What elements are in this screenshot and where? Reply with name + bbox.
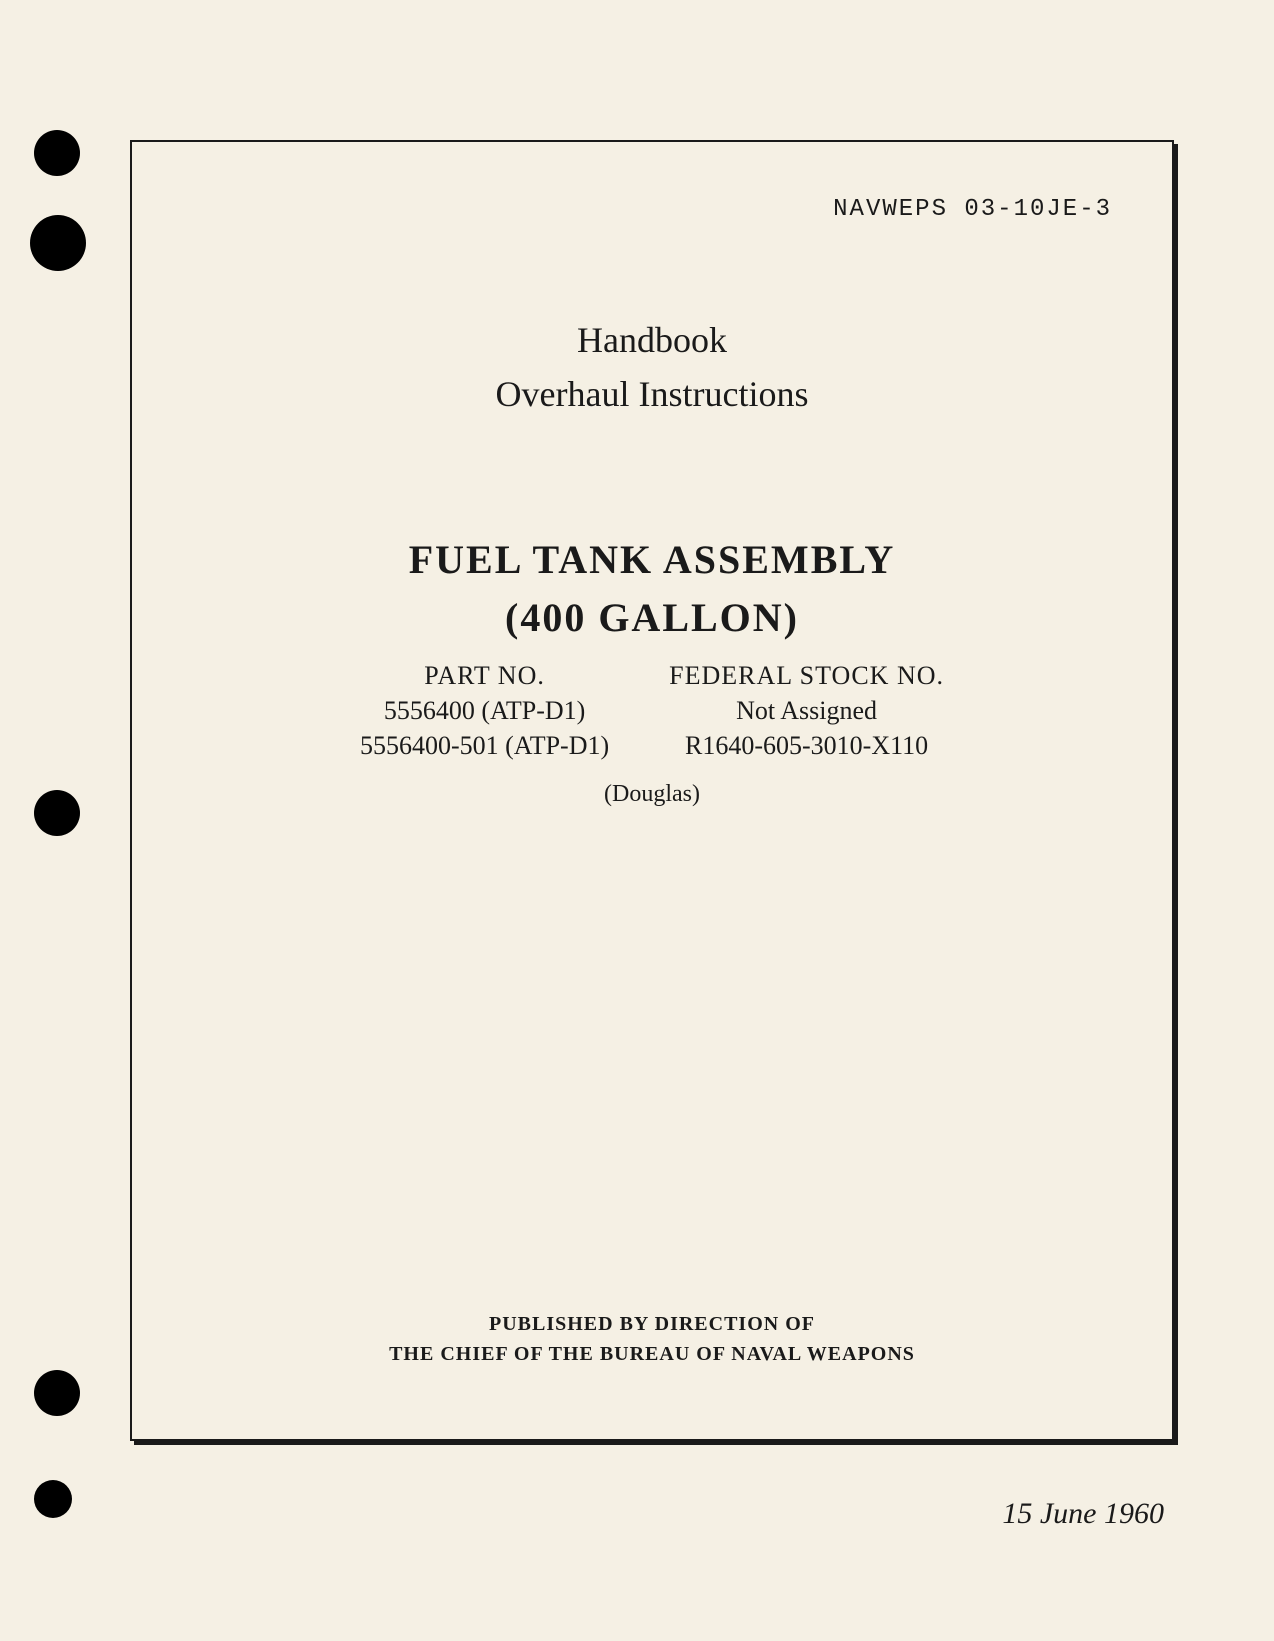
manufacturer: (Douglas) (192, 781, 1112, 808)
publication-date: 15 June 1960 (1002, 1497, 1164, 1531)
punch-hole (34, 1480, 72, 1518)
heading-line-1: Handbook (192, 313, 1112, 367)
part-no-head: PART NO. (360, 661, 609, 691)
heading-block: Handbook Overhaul Instructions (192, 313, 1112, 421)
punch-hole (30, 215, 86, 271)
stock-no-line: R1640-605-3010-X110 (669, 728, 944, 763)
title-block: FUEL TANK ASSEMBLY (400 GALLON) PART NO.… (192, 531, 1112, 808)
part-columns: PART NO. 5556400 (ATP-D1) 5556400-501 (A… (192, 661, 1112, 763)
content-frame: NAVWEPS 03-10JE-3 Handbook Overhaul Inst… (130, 140, 1174, 1441)
heading-line-2: Overhaul Instructions (192, 367, 1112, 421)
punch-hole (34, 790, 80, 836)
punch-hole (34, 1370, 80, 1416)
stock-no-line: Not Assigned (669, 693, 944, 728)
stock-no-head: FEDERAL STOCK NO. (669, 661, 944, 691)
document-number: NAVWEPS 03-10JE-3 (192, 196, 1112, 223)
document-page: NAVWEPS 03-10JE-3 Handbook Overhaul Inst… (0, 0, 1274, 1641)
publisher-block: PUBLISHED BY DIRECTION OF THE CHIEF OF T… (132, 1309, 1172, 1369)
title-line-2: (400 GALLON) (192, 589, 1112, 647)
publisher-line-2: THE CHIEF OF THE BUREAU OF NAVAL WEAPONS (132, 1339, 1172, 1369)
part-no-column: PART NO. 5556400 (ATP-D1) 5556400-501 (A… (360, 661, 609, 763)
publisher-line-1: PUBLISHED BY DIRECTION OF (132, 1309, 1172, 1339)
part-no-line: 5556400 (ATP-D1) (360, 693, 609, 728)
title-line-1: FUEL TANK ASSEMBLY (192, 531, 1112, 589)
part-no-line: 5556400-501 (ATP-D1) (360, 728, 609, 763)
stock-no-column: FEDERAL STOCK NO. Not Assigned R1640-605… (669, 661, 944, 763)
punch-hole (34, 130, 80, 176)
